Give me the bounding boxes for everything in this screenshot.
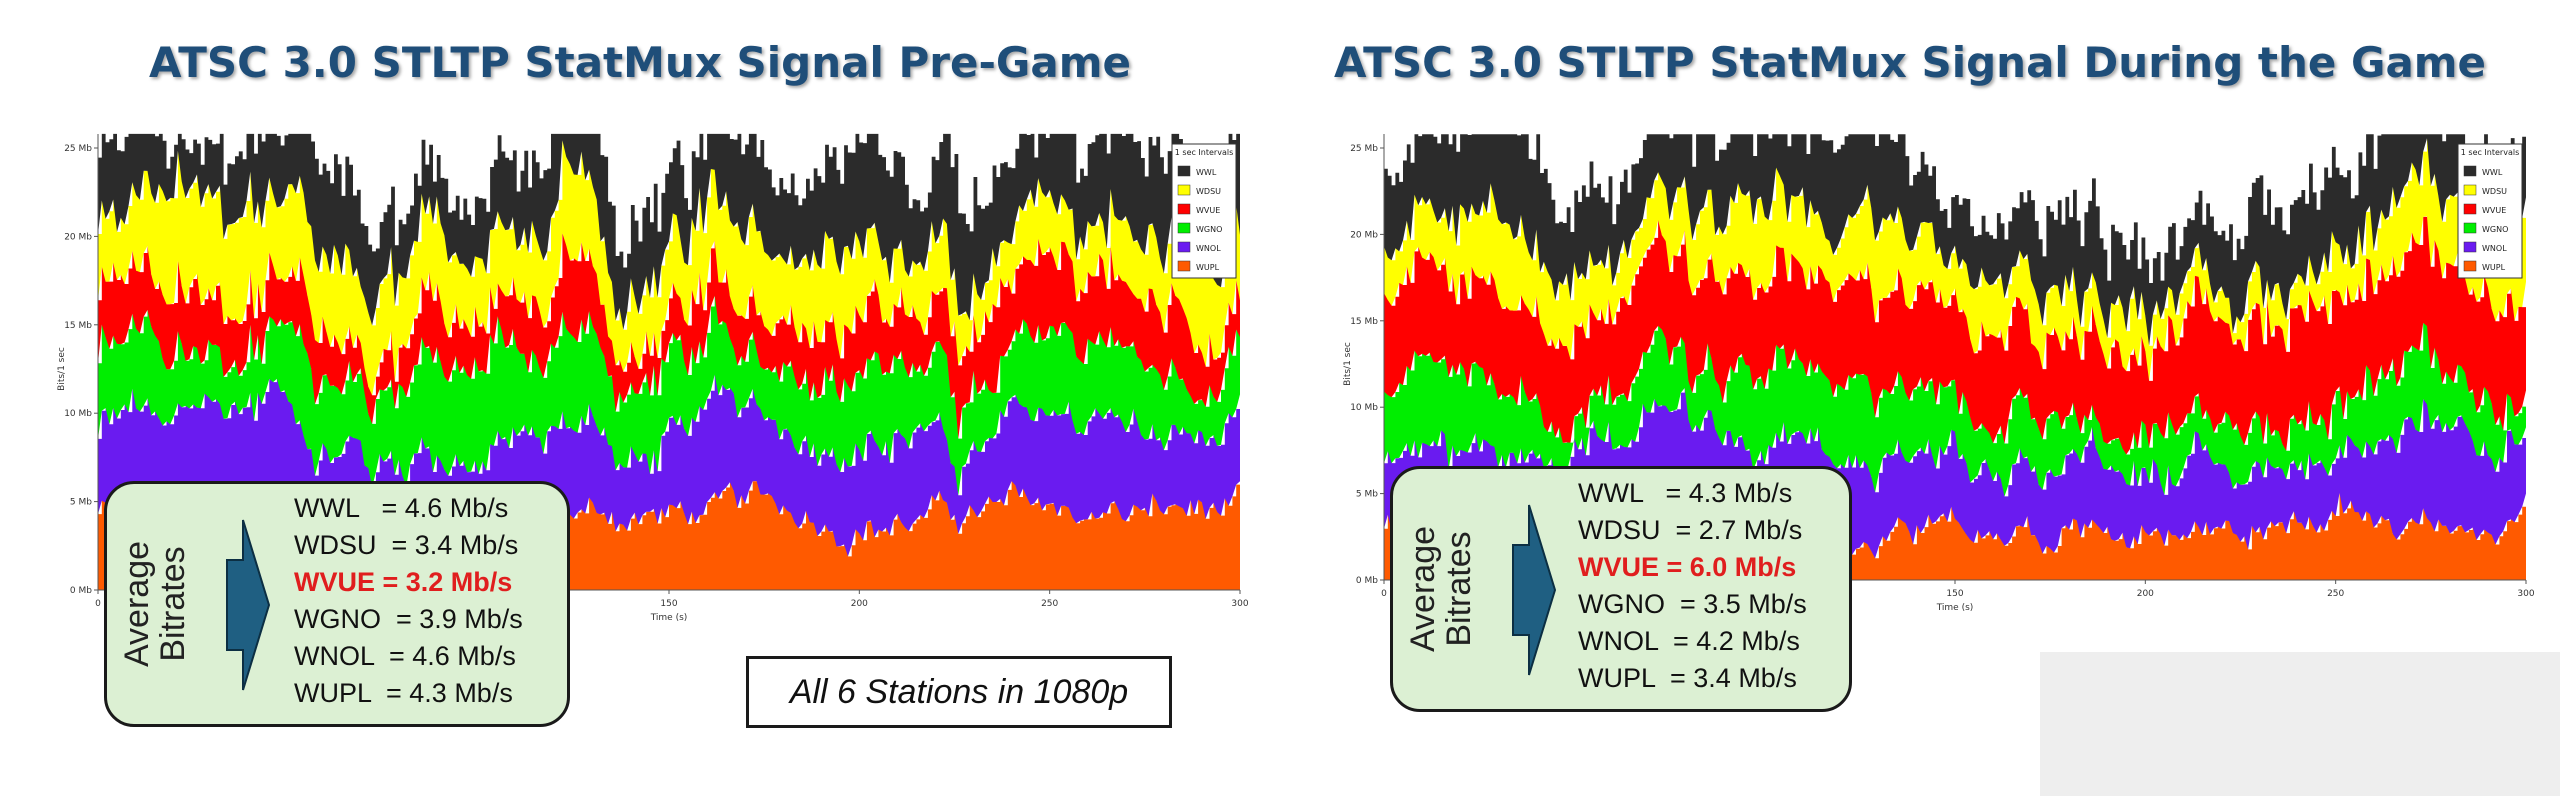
legend-swatch	[1177, 241, 1191, 253]
y-tick-label: 0 Mb	[70, 586, 92, 596]
x-axis-label: Time (s)	[1936, 603, 1974, 613]
y-axis-label: Bits/1 sec	[1343, 342, 1353, 386]
plot-area	[1384, 134, 2526, 580]
legend-entry: WVUE	[2482, 206, 2506, 215]
legend-title: 1 sec Intervals	[2461, 148, 2519, 157]
bitrate-wgno: WGNO = 3.5 Mb/s	[1578, 589, 1807, 619]
legend-entry: WNOL	[2482, 244, 2507, 253]
bitrate-wupl: WUPL = 4.3 Mb/s	[294, 678, 513, 708]
legend-swatch	[1177, 165, 1191, 177]
y-tick-label: 15 Mb	[64, 321, 92, 331]
average-bitrates-label: Average Bitrates	[118, 540, 192, 668]
chart-title: ATSC 3.0 STLTP StatMux Signal During the…	[1333, 38, 2487, 87]
x-tick-label: 200	[851, 599, 868, 609]
legend: 1 sec Intervals WWL WDSU WVUE WGNO WNOL WUPL	[1171, 143, 1237, 279]
series-wnol	[1384, 388, 2526, 559]
bitrate-wdsu: WDSU = 2.7 Mb/s	[1578, 515, 1803, 545]
legend-entry: WWL	[2482, 168, 2503, 177]
x-tick-label: 300	[2517, 589, 2534, 599]
y-tick-label: 25 Mb	[1350, 144, 1378, 154]
average-bitrates-label: Average Bitrates	[1404, 525, 1478, 653]
y-tick-label: 25 Mb	[64, 144, 92, 154]
y-axis-label: Bits/1 sec	[57, 347, 67, 391]
legend-entry: WDSU	[2482, 187, 2507, 196]
legend-entry: WUPL	[1196, 263, 1220, 272]
resolution-note: All 6 Stations in 1080p	[746, 656, 1172, 728]
legend-swatch	[1177, 184, 1191, 196]
chart-title: ATSC 3.0 STLTP StatMux Signal Pre-Game	[149, 38, 1131, 87]
y-tick-label: 10 Mb	[1350, 403, 1378, 413]
x-tick-label: 250	[2327, 589, 2344, 599]
x-tick-label: 150	[1946, 589, 1963, 599]
series-wgno	[98, 295, 1240, 496]
bitrate-wupl: WUPL = 3.4 Mb/s	[1578, 663, 1797, 693]
bitrate-wwl: WWL = 4.6 Mb/s	[294, 493, 509, 523]
x-tick-label: 0	[1381, 589, 1387, 599]
legend-swatch	[2463, 260, 2477, 272]
legend-swatch	[1177, 260, 1191, 272]
x-tick-label: 0	[95, 599, 101, 609]
legend-swatch	[2463, 165, 2477, 177]
series-wwl	[1384, 134, 2526, 346]
bitrate-wnol: WNOL = 4.2 Mb/s	[1578, 626, 1800, 656]
bitrate-list: WWL = 4.6 Mb/s WDSU = 3.4 Mb/s WVUE = 3.…	[294, 490, 523, 712]
legend-swatch	[1177, 222, 1191, 234]
panel-during-game: ATSC 3.0 STLTP StatMux Signal During the…	[1280, 0, 2560, 796]
legend-swatch	[2463, 184, 2477, 196]
bitrate-wgno: WGNO = 3.9 Mb/s	[294, 604, 523, 634]
legend-swatch	[2463, 203, 2477, 215]
bitrate-list: WWL = 4.3 Mb/s WDSU = 2.7 Mb/s WVUE = 6.…	[1578, 475, 1807, 697]
background-block	[2040, 652, 2560, 796]
bitrate-wvue: WVUE = 3.2 Mb/s	[294, 567, 513, 597]
y-tick-label: 0 Mb	[1356, 576, 1378, 586]
bitrate-wvue: WVUE = 6.0 Mb/s	[1578, 552, 1797, 582]
y-tick-label: 10 Mb	[64, 409, 92, 419]
arrow-right-icon	[1512, 504, 1557, 676]
y-tick-label: 20 Mb	[1350, 230, 1378, 240]
x-tick-label: 150	[660, 599, 677, 609]
arrow-right-icon	[226, 519, 271, 691]
y-tick-label: 20 Mb	[64, 232, 92, 242]
legend-swatch	[1177, 203, 1191, 215]
series-wgno	[1384, 322, 2526, 497]
series-wwl	[98, 133, 1240, 330]
legend-entry: WWL	[1196, 168, 1217, 177]
legend: 1 sec Intervals WWL WDSU WVUE WGNO WNOL WUPL	[2457, 143, 2523, 279]
x-tick-label: 250	[1041, 599, 1058, 609]
bitrate-wnol: WNOL = 4.6 Mb/s	[294, 641, 516, 671]
average-bitrates-box: Average Bitrates WWL = 4.6 Mb/s WDSU = 3…	[104, 481, 570, 727]
series-wdsu	[98, 140, 1240, 396]
panel-pre-game: ATSC 3.0 STLTP StatMux Signal Pre-Game 0…	[57, 38, 1249, 728]
legend-entry: WUPL	[2482, 263, 2506, 272]
legend-entry: WDSU	[1196, 187, 1221, 196]
legend-entry: WGNO	[2482, 225, 2508, 234]
y-tick-label: 15 Mb	[1350, 317, 1378, 327]
y-tick-label: 5 Mb	[1356, 490, 1378, 500]
x-tick-label: 200	[2137, 589, 2154, 599]
legend-swatch	[2463, 222, 2477, 234]
series-wvue	[98, 233, 1240, 439]
series-wvue	[1384, 216, 2526, 455]
legend-entry: WVUE	[1196, 206, 1220, 215]
legend-swatch	[2463, 241, 2477, 253]
bitrate-wdsu: WDSU = 3.4 Mb/s	[294, 530, 519, 560]
x-tick-label: 300	[1231, 599, 1248, 609]
x-axis-label: Time (s)	[650, 613, 688, 623]
bitrate-wwl: WWL = 4.3 Mb/s	[1578, 478, 1793, 508]
y-tick-label: 5 Mb	[70, 498, 92, 508]
legend-entry: WGNO	[1196, 225, 1222, 234]
average-bitrates-box: Average Bitrates WWL = 4.3 Mb/s WDSU = 2…	[1390, 466, 1852, 712]
legend-entry: WNOL	[1196, 244, 1221, 253]
legend-title: 1 sec Intervals	[1175, 148, 1233, 157]
